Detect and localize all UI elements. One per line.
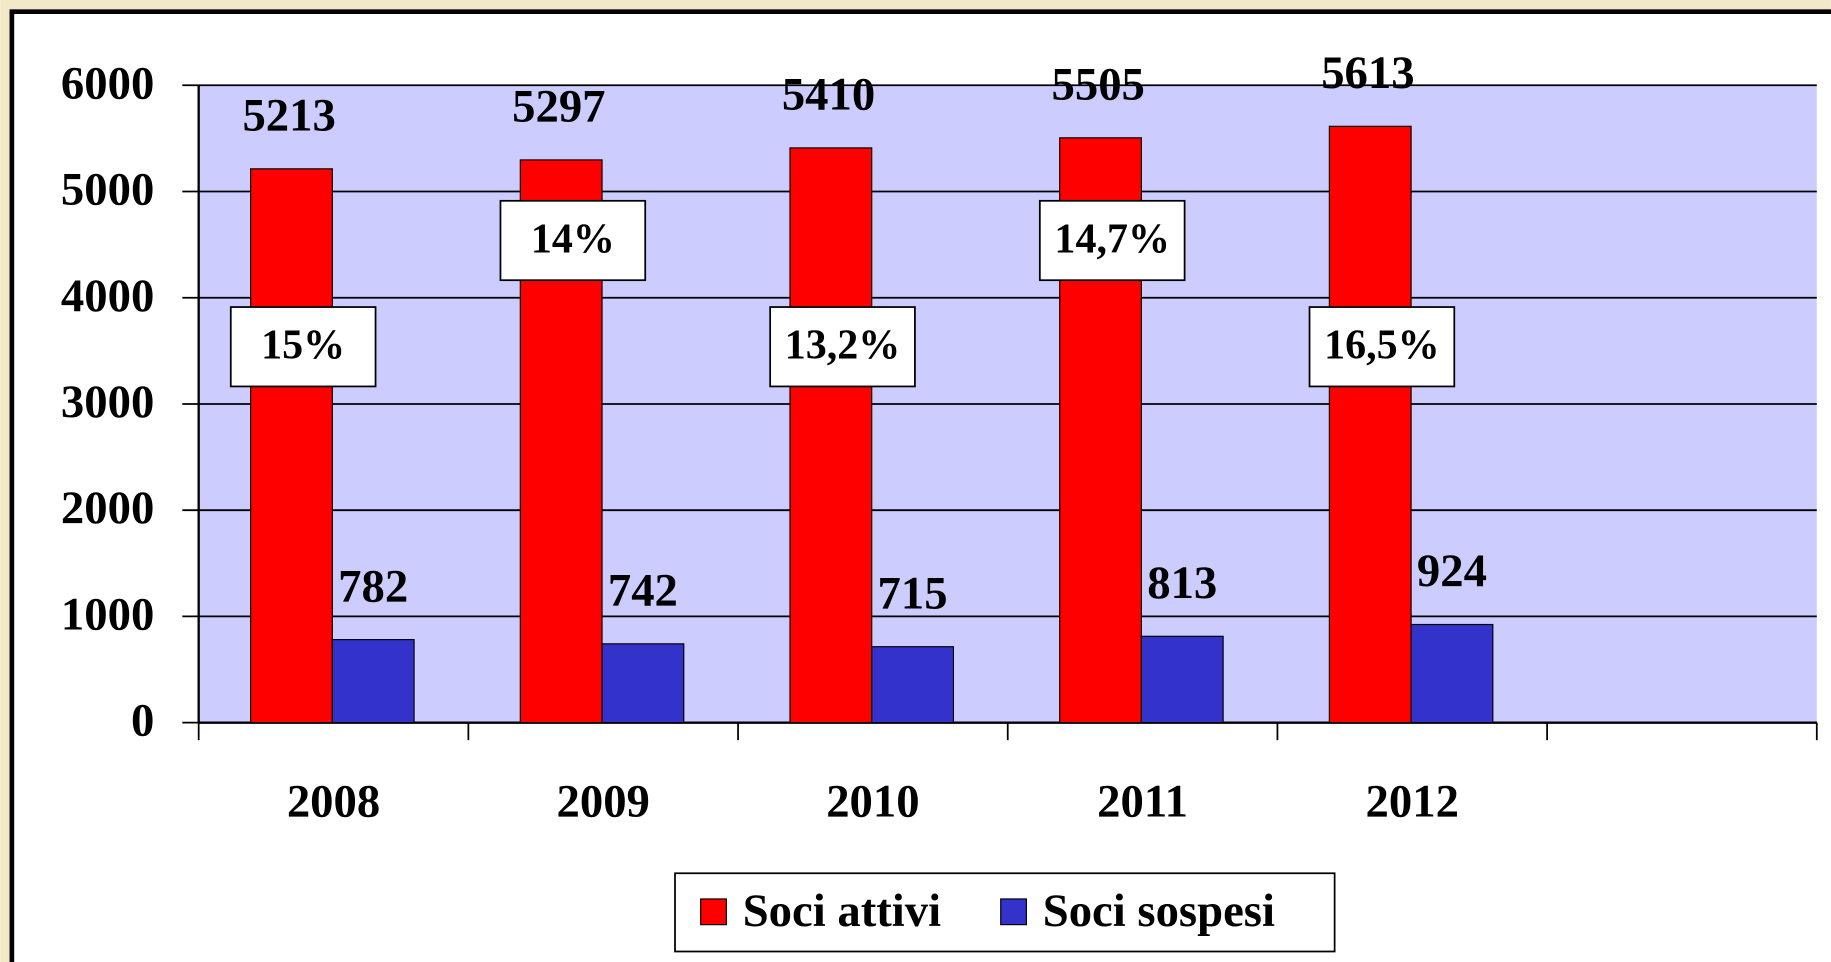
y-tick-label: 4000: [61, 270, 154, 322]
bar: [789, 147, 873, 724]
legend-swatch: [700, 898, 727, 926]
value-label: 715: [878, 567, 948, 619]
annotation: 14%: [531, 216, 615, 262]
value-label: 5613: [1321, 47, 1414, 99]
annotation: 15%: [261, 323, 345, 369]
bar: [331, 639, 415, 724]
y-tick-label: 3000: [61, 376, 154, 428]
bar: [1328, 125, 1412, 724]
value-label: 924: [1417, 545, 1487, 597]
bar: [1410, 623, 1494, 724]
value-label: 5213: [242, 90, 335, 142]
bar: [601, 643, 685, 724]
x-tick-label: 2012: [1366, 775, 1459, 827]
y-tick-label: 0: [131, 695, 154, 747]
x-tick-label: 2009: [557, 775, 650, 827]
value-label: 5410: [782, 69, 875, 121]
bar: [1140, 635, 1224, 724]
annotation-box: [769, 306, 916, 388]
value-label: 813: [1147, 557, 1217, 609]
bar: [250, 168, 333, 724]
legend-swatch: [1000, 898, 1027, 926]
value-label: 782: [338, 560, 408, 612]
annotation-box: [1038, 199, 1186, 282]
value-label: 742: [608, 565, 678, 617]
y-tick-label: 1000: [61, 588, 154, 640]
x-tick-label: 2010: [826, 775, 919, 827]
legend-label: Soci attivi: [743, 885, 941, 937]
annotation: 14,7%: [1054, 216, 1170, 262]
value-label: 5297: [512, 81, 605, 133]
x-tick-label: 2011: [1097, 775, 1188, 827]
x-tick-label: 2008: [287, 775, 380, 827]
annotation: 16,5%: [1324, 323, 1440, 369]
y-tick-label: 6000: [61, 57, 154, 109]
legend-label: Soci sospesi: [1043, 885, 1275, 937]
annotation: 13,2%: [785, 323, 901, 369]
annotation-box: [229, 306, 377, 388]
annotation-box: [499, 199, 647, 282]
bar: [871, 646, 955, 724]
value-label: 5505: [1052, 58, 1145, 110]
annotation-box: [1308, 306, 1456, 388]
y-tick-label: 5000: [61, 164, 154, 216]
y-tick-label: 2000: [61, 482, 154, 534]
